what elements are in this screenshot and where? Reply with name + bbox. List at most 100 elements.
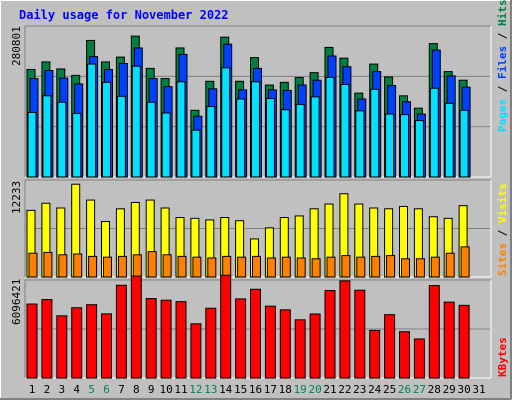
day-label: 9 [148,383,155,396]
sites-bar [311,258,321,278]
day-label: 26 [398,383,411,396]
pages-bar [340,84,350,178]
kbytes-panel [24,274,492,379]
day-label: 21 [323,383,336,396]
day-label: 31 [472,383,485,396]
day-label: 23 [353,383,366,396]
pages-bar [57,101,67,178]
pages-bar [265,97,275,178]
kbytes-bar [235,298,247,379]
kbytes-bar [384,314,396,379]
kbytes-bar [458,304,470,379]
day-label: 29 [443,383,456,396]
sites-bar [356,256,366,278]
sites-bar [296,257,306,278]
legend-hits: Hits [496,0,509,26]
sites-bar [103,256,112,278]
pages-bar [280,109,290,178]
kbytes-bar [160,299,172,379]
sites-bar [147,251,157,278]
pages-bar [221,67,231,178]
legend-files: Files [496,46,509,79]
pages-bar [414,120,424,178]
day-label: 8 [133,383,140,396]
sites-bar [207,257,217,278]
pages-bar [161,112,171,178]
day-label: 27 [413,383,426,396]
kbytes-bar [205,307,217,379]
kbytes-bar [324,290,336,379]
day-label: 18 [279,383,292,396]
day-label: 7 [118,383,125,396]
kbytes-bar [399,331,410,379]
pages-bar [87,63,97,178]
day-label: 15 [234,383,247,396]
pages-bar [310,96,320,178]
day-label: 25 [383,383,396,396]
hits-files-pages-panel [24,25,492,178]
kbytes-bar [279,309,291,379]
kbytes-bar [294,319,306,379]
top-ymax-label: 280801 [10,26,23,66]
day-label: 17 [264,383,277,396]
sites-bar [430,256,440,278]
sites-bar [386,255,396,278]
sites-bar [266,257,276,278]
kbytes-bar [220,274,232,379]
pages-bar [102,81,111,178]
sites-bar [281,256,291,278]
pages-bar [325,77,335,178]
day-label: 20 [308,383,321,396]
pages-bar [251,81,260,178]
sites-bar [88,255,98,278]
day-label: 16 [249,383,262,396]
sites-bar [73,253,83,278]
sites-bar [162,254,172,278]
legend-pages: Pages [496,99,509,132]
kbytes-bar [145,298,157,379]
sites-bar [117,255,127,278]
pages-bar [429,87,439,178]
pages-bar [191,129,201,178]
sites-bar [132,254,142,278]
kbytes-bar [130,275,142,379]
day-label: 22 [338,383,351,396]
svg-text:Sites / Visits: Sites / Visits [496,183,509,276]
x-axis-labels: 1 2 3 4 5 6 7 8 9 10 11 12 13 14 15 16 17 18 19 20 21 22 23 24 2… [29,383,486,396]
kbytes-bar [354,289,366,379]
kbytes-bar [41,299,53,379]
kbytes-bar [115,284,127,379]
kbytes-bar [250,288,261,379]
sites-bar [222,255,232,278]
kbytes-bar [26,303,38,379]
legend-sites: Sites [496,243,509,276]
pages-bar [146,101,156,178]
sites-bar [252,255,261,278]
svg-text:Pages / Files / Hits: Pages / Files / Hits [496,0,509,132]
sites-bar [460,246,470,278]
pages-bar [206,106,216,178]
kbytes-bar [443,301,455,379]
kbytes-bar [264,305,276,379]
pages-bar [72,113,82,178]
day-label: 24 [368,383,382,396]
visits-sites-panel [24,179,492,278]
kbytes-bar [71,307,83,379]
day-label: 1 [29,383,36,396]
sites-bar [192,256,202,278]
kbytes-bar [428,285,440,379]
pages-bar [400,114,409,178]
pages-bar [27,111,37,178]
pages-bar [42,95,52,178]
day-label: 11 [174,383,187,396]
day-label: 19 [294,383,307,396]
sites-bar [415,258,425,278]
kbytes-bar [101,313,112,379]
day-label: 10 [159,383,172,396]
kbytes-bar [413,338,425,379]
mid-ymax-label: 12233 [10,181,23,214]
day-label: 28 [428,383,441,396]
day-label: 13 [204,383,217,396]
sites-bar [43,251,53,278]
